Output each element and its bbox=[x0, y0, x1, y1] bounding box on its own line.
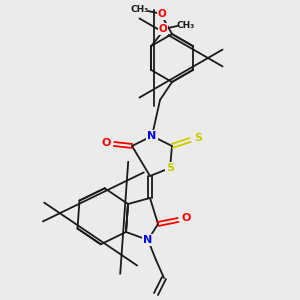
Text: CH₃: CH₃ bbox=[131, 5, 149, 14]
Text: CH₃: CH₃ bbox=[176, 20, 194, 29]
Text: S: S bbox=[194, 133, 202, 143]
Text: S: S bbox=[166, 163, 174, 173]
Text: O: O bbox=[159, 24, 168, 34]
Text: O: O bbox=[181, 213, 191, 223]
Text: O: O bbox=[101, 138, 111, 148]
Text: N: N bbox=[147, 131, 157, 141]
Text: O: O bbox=[158, 9, 166, 19]
Text: N: N bbox=[143, 235, 153, 245]
